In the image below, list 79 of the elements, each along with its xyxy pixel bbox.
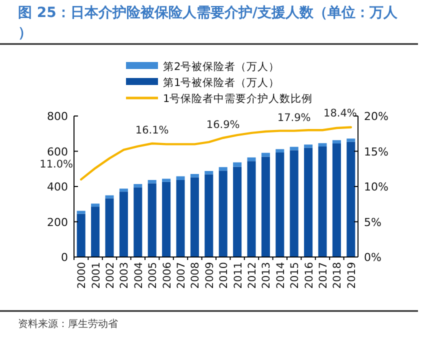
bar <box>218 167 228 171</box>
y2-tick-label: 0% <box>364 251 382 264</box>
bar <box>346 142 356 257</box>
x-tick-label: 2002 <box>104 262 116 289</box>
bar <box>91 204 100 207</box>
bar <box>204 174 214 257</box>
x-tick-label: 2019 <box>346 262 358 289</box>
bar <box>233 162 242 167</box>
bar <box>105 198 114 257</box>
bar <box>162 178 171 182</box>
bar <box>332 143 341 257</box>
bar <box>176 176 185 180</box>
data-label: 18.4% <box>324 107 357 120</box>
x-tick-label: 2000 <box>76 262 88 289</box>
data-label: 16.9% <box>206 118 240 131</box>
bar <box>346 138 356 142</box>
bar <box>261 152 270 157</box>
bar <box>276 152 284 257</box>
bar <box>318 146 327 257</box>
x-tick-label: 2012 <box>246 262 258 289</box>
bar <box>233 166 242 257</box>
x-tick-label: 2010 <box>218 262 230 289</box>
bar <box>190 174 199 178</box>
bar <box>332 140 341 144</box>
bar <box>134 184 142 188</box>
title: 图 25：日本介护险被保险人需要介护/支援人数（单位：万人） <box>18 5 398 41</box>
data-label: 16.1% <box>135 124 169 136</box>
bar <box>247 157 256 162</box>
x-tick-label: 2008 <box>190 262 202 289</box>
y2-tick-label: 5% <box>364 216 382 229</box>
bar <box>261 156 270 257</box>
x-tick-label: 2001 <box>90 262 102 289</box>
bar <box>176 180 185 257</box>
y-tick-label: 800 <box>47 110 68 123</box>
x-tick-label: 2004 <box>132 262 145 289</box>
x-tick-label: 2018 <box>332 262 344 289</box>
y-tick-label: 0 <box>61 251 68 264</box>
text: 资料来源：厚生劳动省 <box>18 318 118 330</box>
x-tick-label: 2011 <box>232 262 244 289</box>
y2-tick-label: 20% <box>364 110 388 123</box>
x-tick-label: 2013 <box>260 262 273 289</box>
y2-tick-label: 15% <box>364 145 388 158</box>
data-label: 11.0% <box>40 158 74 170</box>
legend-label: 第1号被保险者（万人） <box>163 76 280 89</box>
bar <box>148 180 156 184</box>
bar <box>290 150 298 257</box>
legend-label: 第2号被保险者（万人） <box>163 60 280 73</box>
x-tick-label: 2003 <box>118 262 131 289</box>
bar <box>276 149 284 152</box>
x-tick-label: 2016 <box>303 262 316 289</box>
x-tick-label: 2007 <box>176 262 188 289</box>
data-label: 17.9% <box>277 112 311 124</box>
bar <box>318 143 327 146</box>
bar <box>304 144 313 148</box>
legend-label: 1号保险者中需要介护人数比例 <box>163 92 313 105</box>
x-tick-label: 2014 <box>274 262 287 289</box>
y-tick-label: 400 <box>47 180 68 194</box>
x-tick-label: 2006 <box>161 262 174 289</box>
x-tick-label: 2017 <box>318 262 330 289</box>
bar <box>76 210 86 214</box>
bar <box>91 206 100 257</box>
x-tick-label: 2015 <box>289 262 302 289</box>
bar <box>119 192 128 257</box>
bar <box>148 183 156 257</box>
bar <box>247 161 256 257</box>
y-tick-label: 200 <box>47 216 68 229</box>
bar <box>76 214 86 257</box>
bar <box>162 182 171 257</box>
bar <box>105 195 114 198</box>
bar <box>190 177 199 257</box>
bar <box>119 188 128 192</box>
y-tick-label: 600 <box>47 145 68 158</box>
bar <box>218 170 228 257</box>
x-tick-label: 2009 <box>204 262 216 289</box>
x-tick-label: 2005 <box>147 262 160 289</box>
y2-tick-label: 10% <box>364 180 388 194</box>
bar <box>134 187 142 257</box>
bar <box>304 148 313 257</box>
bar <box>204 170 214 174</box>
